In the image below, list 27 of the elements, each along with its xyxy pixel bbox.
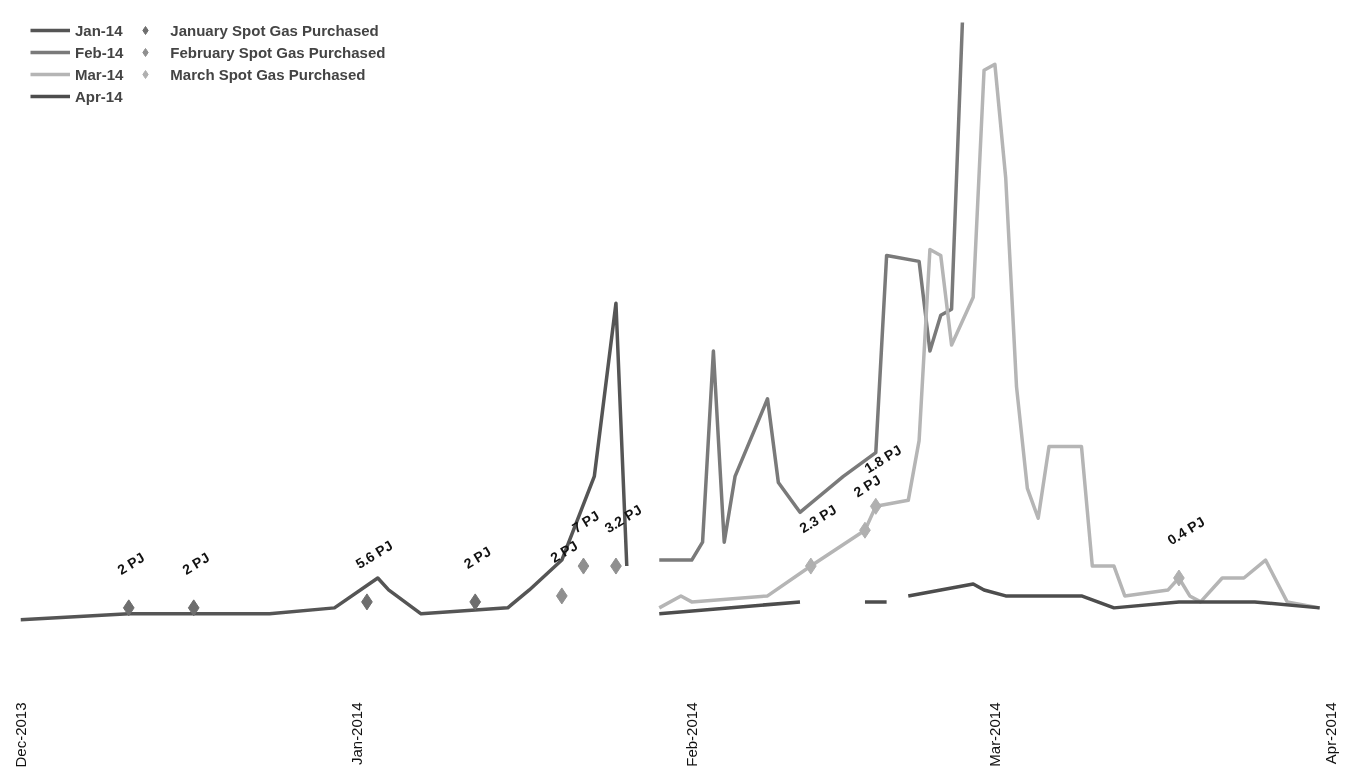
legend-label: January Spot Gas Purchased [170, 21, 379, 39]
x-tick-label: Apr-2014 [1322, 702, 1339, 765]
annotation: 5.6 PJ [352, 537, 396, 572]
point [555, 587, 568, 605]
point [469, 593, 482, 611]
point [187, 599, 200, 617]
annotation: 3.2 PJ [601, 501, 645, 537]
point [577, 557, 590, 575]
x-tick-label: Dec-2013 [12, 702, 29, 768]
x-tick-label: Feb-2014 [683, 702, 701, 767]
point [869, 497, 882, 515]
legend-label: March Spot Gas Purchased [170, 65, 366, 83]
legend-label: Mar-14 [75, 65, 124, 83]
annotation: 7 PJ [569, 507, 603, 537]
annotation: 2.3 PJ [796, 501, 840, 537]
annotation: 2 PJ [547, 537, 581, 566]
legend-label: February Spot Gas Purchased [170, 43, 386, 61]
legend-label: Feb-14 [75, 43, 124, 61]
x-tick-label: Mar-2014 [986, 702, 1004, 767]
point [122, 599, 135, 617]
legend-label: Jan-14 [75, 21, 123, 39]
annotation: 0.4 PJ [1164, 513, 1208, 548]
annotation: 2 PJ [460, 543, 494, 572]
legend-label: Apr-14 [75, 87, 123, 105]
annotation: 2 PJ [114, 549, 148, 578]
x-tick-label: Jan-2014 [347, 702, 365, 766]
annotation: 2 PJ [179, 549, 213, 578]
